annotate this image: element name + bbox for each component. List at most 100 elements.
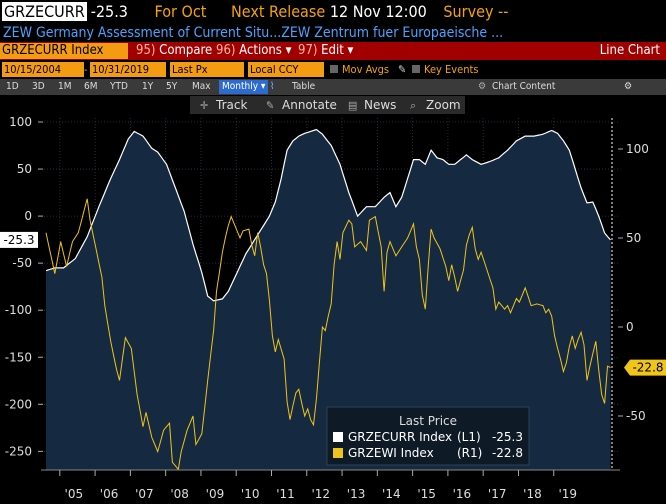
currency-select[interactable]: Local CCY bbox=[248, 62, 324, 77]
x-tick-label: '12 bbox=[311, 487, 330, 501]
pencil-icon[interactable]: ✎ bbox=[398, 63, 407, 76]
gear-icon[interactable]: ⚙ bbox=[624, 81, 633, 92]
compare-button[interactable]: 95) Compare bbox=[136, 43, 213, 58]
legend-entry-value: -22.8 bbox=[492, 446, 523, 460]
legend-entry-axis: (L1) bbox=[457, 430, 481, 444]
legend-title: Last Price bbox=[399, 414, 457, 428]
tool-strip bbox=[190, 96, 465, 114]
y-left-tick-label: 50 bbox=[17, 162, 32, 176]
y-left-tick-label: -250 bbox=[5, 444, 32, 458]
x-tick-label: '06 bbox=[100, 487, 119, 501]
series-area-grzecurr bbox=[46, 129, 611, 470]
series-line-grzecurr bbox=[45, 128, 611, 302]
settings-small-icon: ⚙ bbox=[478, 81, 487, 92]
tool-icon-zoom[interactable]: ⌕ bbox=[410, 99, 416, 112]
chart-type-icon[interactable]: ⌇ bbox=[270, 81, 275, 92]
x-tick-label: '07 bbox=[135, 487, 154, 501]
tool-icon-news[interactable]: ▤ bbox=[348, 99, 357, 112]
series-line-grzewi bbox=[45, 198, 611, 471]
y-left-tick-label: -50 bbox=[12, 256, 32, 270]
legend-entry-name: GRZEWI Index bbox=[348, 446, 434, 460]
next-release-label: Next Release bbox=[230, 2, 326, 21]
y-left-tick-label: 100 bbox=[9, 115, 32, 129]
legend-box bbox=[326, 406, 530, 466]
legend-swatch bbox=[333, 448, 343, 458]
actions-button[interactable]: 96) Actions ▾ bbox=[216, 43, 292, 58]
y-left-tick-label: 0 bbox=[24, 209, 32, 223]
x-tick-label: '14 bbox=[382, 487, 401, 501]
edit-button[interactable]: 97) Edit ▾ bbox=[298, 43, 354, 58]
last-value: -25.3 bbox=[90, 2, 128, 21]
tool-icon-annotate[interactable]: ✎ bbox=[266, 99, 274, 112]
key-events-checkbox[interactable] bbox=[412, 65, 420, 73]
x-tick-label: '08 bbox=[170, 487, 189, 501]
view-type[interactable]: Line Chart bbox=[599, 43, 660, 58]
range-6m[interactable]: 6M bbox=[84, 81, 98, 92]
last-label-grzecurr-box bbox=[0, 231, 38, 248]
table-button[interactable]: Table bbox=[292, 81, 316, 92]
x-tick-label: '18 bbox=[523, 487, 542, 501]
x-tick-label: '11 bbox=[276, 487, 295, 501]
x-tick-label: '13 bbox=[347, 487, 366, 501]
range-1m[interactable]: 1M bbox=[58, 81, 72, 92]
x-tick-label: '05 bbox=[65, 487, 84, 501]
ticker: GRZECURR bbox=[2, 2, 87, 21]
x-axis: '05 '06 '07 '08 '09 '10 '11 '12 '13 '14 '15 '16 '17 '… bbox=[59, 470, 577, 501]
y-right-tick-label: -50 bbox=[626, 409, 646, 423]
legend-entry-value: -25.3 bbox=[492, 430, 523, 444]
range-bar: 1D 3D 1M 6M YTD 1Y 5Y Max Monthly ▾ ⌇ Ta… bbox=[0, 79, 666, 95]
mov-avgs-checkbox[interactable] bbox=[330, 65, 338, 73]
y-right-tick-label: 50 bbox=[626, 231, 641, 245]
last-label-grzecurr: -25.3 bbox=[3, 233, 34, 247]
range-5y[interactable]: 5Y bbox=[166, 81, 178, 92]
y-right-tick-label: 100 bbox=[626, 142, 649, 156]
mov-avgs-label: Mov Avgs bbox=[342, 63, 390, 76]
tool-zoom[interactable]: Zoom bbox=[426, 98, 461, 112]
last-label-grzewi: -22.8 bbox=[632, 361, 663, 375]
y-left-tick-label: -100 bbox=[5, 303, 32, 317]
y-left-tick-label: -200 bbox=[5, 397, 32, 411]
y-right-tick-label: 0 bbox=[626, 320, 634, 334]
start-date-field[interactable]: 10/15/2004 bbox=[2, 62, 84, 77]
settings-bar: 10/15/2004 - 10/31/2019 Last Px Local CC… bbox=[0, 61, 666, 78]
next-release-date: 12 Nov 12:00 bbox=[329, 2, 427, 21]
range-ytd[interactable]: YTD bbox=[110, 81, 128, 92]
tool-icon-track[interactable]: ✛ bbox=[200, 99, 208, 112]
chart-tools: ✛ Track ✎ Annotate ▤ News ⌕ Zoom bbox=[200, 98, 461, 112]
x-tick-label: '10 bbox=[241, 487, 260, 501]
range-1d[interactable]: 1D bbox=[6, 81, 19, 92]
legend-entry-name: GRZECURR Index bbox=[348, 430, 452, 444]
security-description: ZEW Germany Assessment of Current Situ..… bbox=[3, 25, 504, 41]
security-field[interactable]: GRZECURR Index bbox=[0, 43, 128, 59]
x-tick-label: '09 bbox=[206, 487, 225, 501]
y-left-tick-label: -150 bbox=[5, 350, 32, 364]
last-value-labels: -25.3 -22.8 bbox=[0, 231, 666, 376]
x-tick-label: '19 bbox=[558, 487, 577, 501]
legend: Last Price GRZECURR Index (L1) -25.3 GRZEWI … bbox=[326, 406, 530, 466]
price-field-select[interactable]: Last Px bbox=[170, 62, 244, 77]
dropdown-arrow-icon: ▾ bbox=[285, 43, 292, 58]
legend-entry-axis: (R1) bbox=[457, 446, 482, 460]
x-tick-label: '17 bbox=[488, 487, 507, 501]
period: For Oct bbox=[154, 2, 207, 21]
tool-news[interactable]: News bbox=[364, 98, 396, 112]
tool-annotate[interactable]: Annotate bbox=[282, 98, 337, 112]
range-1y[interactable]: 1Y bbox=[142, 81, 154, 92]
line-chart: ✛ Track ✎ Annotate ▤ News ⌕ Zoom 100500-50-100-… bbox=[0, 95, 666, 504]
x-tick-label: '16 bbox=[453, 487, 472, 501]
dropdown-arrow-icon: ▾ bbox=[347, 43, 354, 58]
tool-track[interactable]: Track bbox=[215, 98, 247, 112]
frequency-select[interactable]: Monthly ▾ bbox=[219, 80, 269, 94]
range-3d[interactable]: 3D bbox=[32, 81, 45, 92]
range-max[interactable]: Max bbox=[192, 81, 211, 92]
y-axis-right: 100 50 0 -50 bbox=[618, 142, 649, 423]
y-axis-left: 100 50 0 -50 -100 -150 -200 -250 bbox=[5, 115, 43, 458]
date-separator: - bbox=[84, 63, 88, 76]
survey: Survey -- bbox=[443, 2, 509, 21]
key-events-label: Key Events bbox=[424, 63, 479, 76]
title-bar: GRZECURR -25.3 For Oct Next Release 12 No… bbox=[0, 0, 666, 24]
last-label-grzewi-box bbox=[624, 359, 666, 376]
x-tick-label: '15 bbox=[417, 487, 436, 501]
chart-content-button[interactable]: Chart Content bbox=[492, 81, 556, 92]
end-date-field[interactable]: 10/31/2019 bbox=[90, 62, 166, 77]
